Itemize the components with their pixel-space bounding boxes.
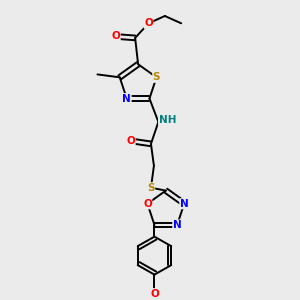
Text: N: N [122, 94, 131, 103]
Text: NH: NH [159, 116, 176, 125]
Text: S: S [147, 183, 155, 193]
Text: N: N [180, 199, 189, 209]
Text: O: O [150, 289, 159, 298]
Text: N: N [173, 220, 182, 230]
Text: O: O [143, 199, 152, 209]
Text: O: O [144, 18, 153, 28]
Text: O: O [111, 32, 120, 41]
Text: S: S [153, 72, 160, 82]
Text: O: O [126, 136, 135, 146]
